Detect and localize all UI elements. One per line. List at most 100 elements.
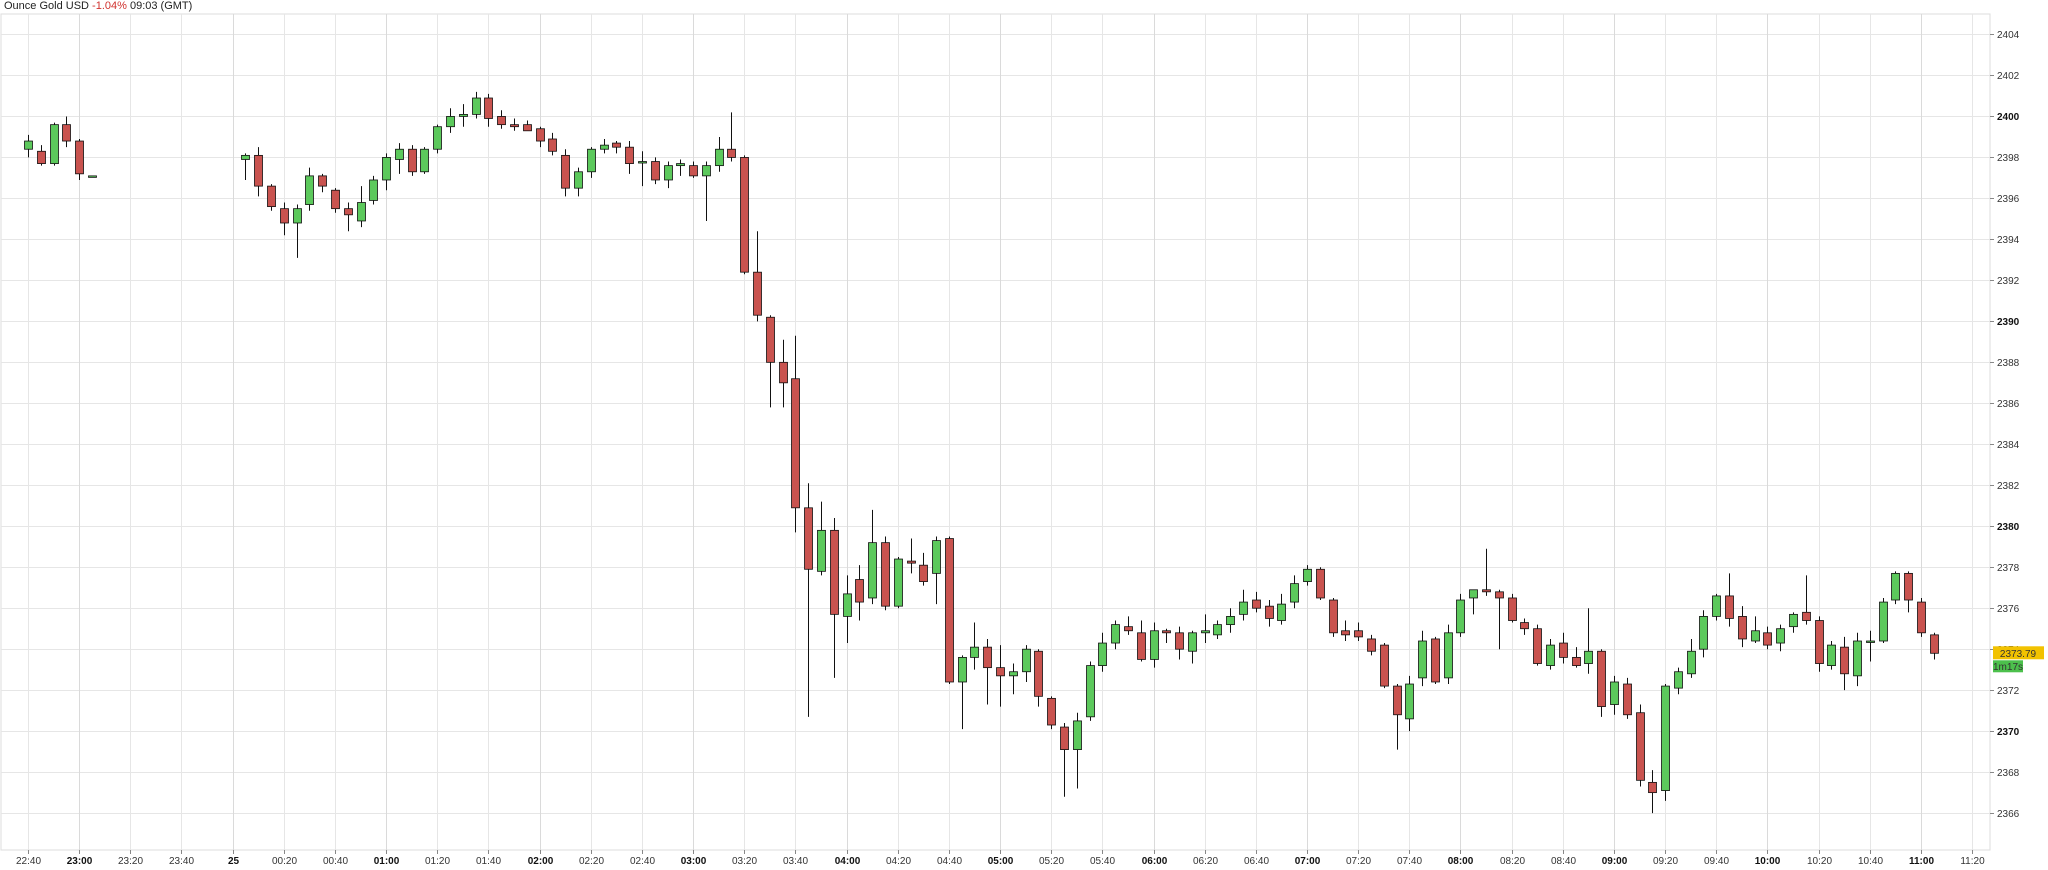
candle[interactable] [1763, 626, 1772, 650]
candle[interactable] [357, 186, 366, 228]
candle[interactable] [241, 153, 250, 180]
candle[interactable] [791, 335, 800, 533]
candle[interactable] [907, 538, 916, 574]
candle[interactable] [293, 204, 302, 258]
candle[interactable] [369, 175, 378, 205]
candle[interactable] [1827, 641, 1836, 670]
candle[interactable] [331, 188, 340, 213]
candle[interactable] [1162, 628, 1171, 644]
candle[interactable] [382, 153, 391, 191]
candle[interactable] [1636, 704, 1645, 787]
candle[interactable] [1853, 632, 1862, 687]
candle[interactable] [1150, 622, 1159, 668]
candle[interactable] [1623, 677, 1632, 719]
candle[interactable] [1418, 630, 1427, 687]
candle[interactable] [88, 175, 97, 178]
candle[interactable] [1239, 589, 1248, 621]
candle[interactable] [651, 157, 660, 185]
candle[interactable] [1380, 643, 1389, 689]
candle[interactable] [1469, 589, 1478, 615]
candle[interactable] [958, 655, 967, 730]
candle[interactable] [497, 110, 506, 129]
candle[interactable] [1290, 575, 1299, 609]
candle[interactable] [1699, 610, 1708, 658]
candle[interactable] [1367, 634, 1376, 656]
candle[interactable] [1866, 630, 1875, 662]
candle[interactable] [779, 339, 788, 408]
candle[interactable] [1201, 614, 1210, 644]
candle[interactable] [664, 161, 673, 189]
candle[interactable] [1137, 620, 1146, 662]
candle[interactable] [24, 134, 33, 158]
candle[interactable] [996, 645, 1005, 707]
candle[interactable] [945, 536, 954, 685]
candle[interactable] [1086, 661, 1095, 721]
candle[interactable] [1354, 622, 1363, 641]
candle[interactable] [1393, 684, 1402, 750]
candle[interactable] [1175, 626, 1184, 660]
candle[interactable] [1648, 770, 1657, 814]
candle[interactable] [1546, 638, 1555, 670]
candle[interactable] [1508, 593, 1517, 623]
candle[interactable] [267, 184, 276, 211]
candle[interactable] [612, 141, 621, 154]
candle[interactable] [727, 112, 736, 162]
candle[interactable] [855, 565, 864, 621]
candle[interactable] [1572, 647, 1581, 668]
candle[interactable] [510, 118, 519, 131]
candle[interactable] [1738, 606, 1747, 648]
candle[interactable] [1904, 571, 1913, 613]
candle[interactable] [1329, 597, 1338, 637]
candle[interactable] [740, 155, 749, 275]
candle[interactable] [1559, 632, 1568, 664]
candle[interactable] [75, 138, 84, 180]
candle[interactable] [1444, 624, 1453, 685]
candle[interactable] [305, 167, 314, 211]
candle[interactable] [1610, 675, 1619, 715]
candle[interactable] [868, 509, 877, 605]
candle[interactable] [1341, 620, 1350, 641]
candle[interactable] [1751, 616, 1760, 644]
candle[interactable] [1482, 548, 1491, 596]
candle[interactable] [1840, 636, 1849, 691]
candle[interactable] [625, 141, 634, 174]
candle[interactable] [983, 638, 992, 705]
candle[interactable] [536, 126, 545, 148]
candle[interactable] [1533, 624, 1542, 666]
candle[interactable] [1725, 573, 1734, 627]
candle[interactable] [280, 202, 289, 236]
candle[interactable] [676, 159, 685, 176]
candle[interactable] [472, 91, 481, 119]
candle[interactable] [766, 315, 775, 408]
candle[interactable] [753, 231, 762, 322]
candle[interactable] [408, 145, 417, 176]
candle[interactable] [1789, 612, 1798, 633]
candle[interactable] [1047, 696, 1056, 730]
candle[interactable] [1111, 620, 1120, 650]
candle[interactable] [1712, 593, 1721, 621]
candle[interactable] [1456, 593, 1465, 637]
candle[interactable] [459, 104, 468, 127]
candle[interactable] [1917, 597, 1926, 637]
candle[interactable] [1252, 591, 1261, 613]
candle[interactable] [830, 518, 839, 678]
candle[interactable] [638, 151, 647, 187]
candle[interactable] [1213, 620, 1222, 639]
candle[interactable] [1124, 616, 1133, 635]
candle[interactable] [1098, 632, 1107, 672]
candle[interactable] [433, 124, 442, 154]
candle[interactable] [1802, 575, 1811, 625]
candle[interactable] [1265, 600, 1274, 627]
candle[interactable] [446, 108, 455, 133]
candle[interactable] [1431, 636, 1440, 685]
candle[interactable] [1316, 567, 1325, 601]
candle[interactable] [1226, 608, 1235, 633]
candle[interactable] [1674, 667, 1683, 695]
candle[interactable] [1022, 645, 1031, 682]
candle[interactable] [1188, 630, 1197, 664]
candle[interactable] [1776, 624, 1785, 652]
candle[interactable] [1879, 597, 1888, 644]
candle[interactable] [1034, 649, 1043, 707]
candle[interactable] [843, 575, 852, 644]
candle[interactable] [1815, 616, 1824, 672]
